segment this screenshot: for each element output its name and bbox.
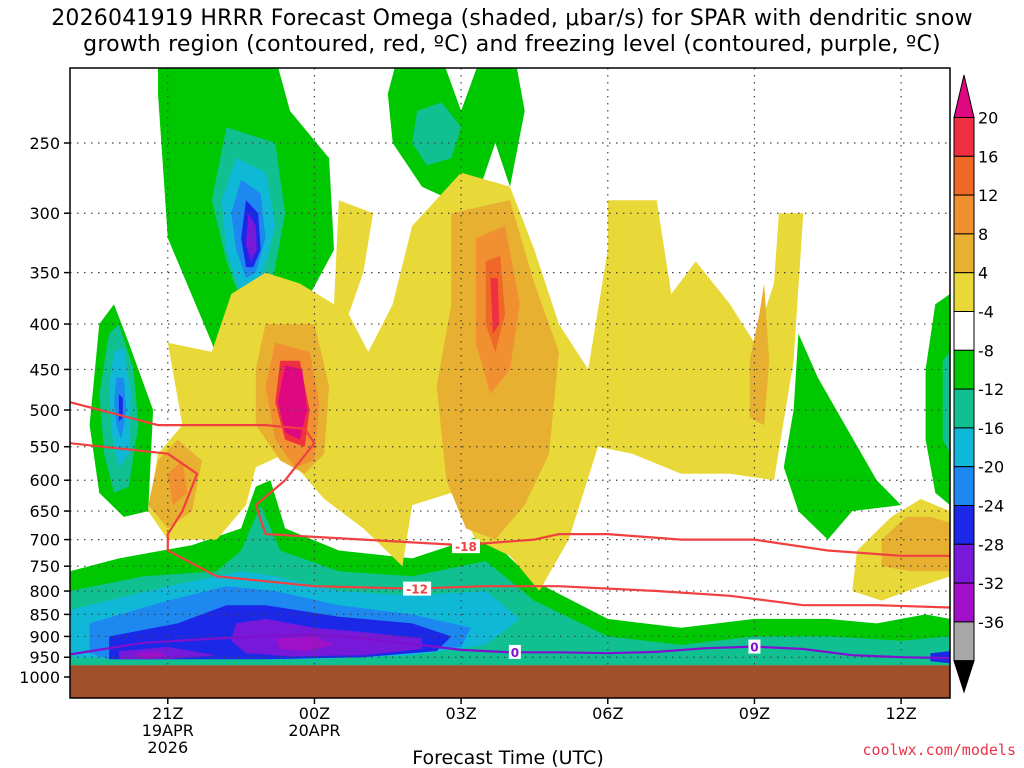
omega-region-12 [118, 394, 123, 422]
colorbar-label--8: -8 [978, 341, 994, 360]
dgz-label-bg-1 [403, 581, 432, 596]
y-tick-label-500: 500 [29, 401, 60, 420]
colorbar-top-arrow [953, 74, 975, 118]
freezing-contour-0 [70, 633, 950, 660]
omega-region-24 [133, 651, 168, 659]
omega-region-15 [942, 351, 950, 454]
x-tick-label-00Z: 00Z [299, 704, 330, 723]
x-tick-label-2026: 2026 [147, 738, 188, 757]
y-tick-label-300: 300 [29, 204, 60, 223]
colorbar-segment-11 [953, 543, 975, 584]
y-tick-label-850: 850 [29, 605, 60, 624]
colorbar-label-16: 16 [978, 147, 998, 166]
colorbar-label--12: -12 [978, 380, 1004, 399]
x-tick-label-09Z: 09Z [739, 704, 770, 723]
x-axis-label: Forecast Time (UTC) [412, 747, 603, 768]
colorbar-segment-9 [953, 466, 975, 507]
colorbar-segment-4 [953, 272, 975, 313]
colorbar-label-8: 8 [978, 225, 988, 244]
credit-text: coolwx.com/models [862, 741, 1016, 759]
omega-region-21 [231, 618, 422, 657]
y-tick-label-400: 400 [29, 315, 60, 334]
x-tick-label-12Z: 12Z [885, 704, 916, 723]
colorbar-segment-10 [953, 505, 975, 545]
chart-title-line1: 2026041919 HRRR Forecast Omega (shaded, … [51, 6, 973, 31]
ground-fill [70, 665, 950, 698]
colorbar-label--36: -36 [978, 613, 1004, 632]
freezing-label-bg-1 [748, 639, 761, 654]
y-tick-label-250: 250 [29, 134, 60, 153]
freezing-label-0: 0 [511, 646, 519, 660]
chart-title-line2: growth region (contoured, red, ºC) and f… [83, 32, 941, 57]
colorbar-label-4: 4 [978, 264, 988, 283]
y-tick-label-450: 450 [29, 360, 60, 379]
omega-region-5 [246, 213, 257, 262]
colorbar-segment-5 [953, 311, 975, 351]
dgz-label-0: -18 [455, 540, 477, 554]
dgz-contour-0 [70, 401, 950, 557]
omega-region-13 [783, 333, 902, 540]
colorbar-label--28: -28 [978, 535, 1004, 554]
freezing-label-1: 0 [750, 641, 758, 655]
y-tick-label-800: 800 [29, 582, 60, 601]
y-tick-label-900: 900 [29, 627, 60, 646]
colorbar-segment-1 [953, 155, 975, 196]
omega-region-7 [412, 102, 462, 166]
y-tick-label-700: 700 [29, 531, 60, 550]
colorbar-label--20: -20 [978, 458, 1004, 477]
grid-lines [70, 68, 950, 698]
ground-layer [70, 665, 950, 698]
y-tick-label-350: 350 [29, 264, 60, 283]
colorbar-segment-0 [953, 117, 975, 157]
omega-region-39 [277, 365, 308, 440]
omega-region-37 [490, 278, 500, 334]
dgz-label-1: -12 [406, 583, 428, 597]
omega-region-32 [881, 516, 950, 572]
colorbar-bottom-arrow [953, 660, 975, 694]
colorbar-label--4: -4 [978, 303, 994, 322]
contour-lines: -18 -12 0 0 [70, 401, 950, 660]
y-tick-label-950: 950 [29, 648, 60, 667]
colorbar-segment-12 [953, 582, 975, 623]
freezing-label-bg-0 [508, 644, 521, 659]
colorbar-segment-13 [953, 621, 975, 662]
colorbar-label--16: -16 [978, 419, 1004, 438]
colorbar-segment-2 [953, 194, 975, 235]
y-tick-label-550: 550 [29, 438, 60, 457]
y-tick-label-600: 600 [29, 471, 60, 490]
colorbar-segment-3 [953, 233, 975, 274]
colorbar-label-20: 20 [978, 109, 998, 128]
omega-shaded-regions [70, 68, 950, 666]
colorbar-label--24: -24 [978, 497, 1004, 516]
x-tick-label-20APR: 20APR [288, 721, 340, 740]
colorbar-segment-6 [953, 349, 975, 390]
omega-region-23 [275, 636, 334, 652]
plot-frame [69, 67, 951, 699]
dgz-label-bg-0 [452, 539, 480, 554]
x-tick-label-03Z: 03Z [445, 704, 476, 723]
omega-region-30 [749, 283, 770, 426]
colorbar-label-12: 12 [978, 186, 998, 205]
y-tick-label-650: 650 [29, 502, 60, 521]
omega-region-14 [925, 294, 950, 506]
colorbar-segment-7 [953, 388, 975, 429]
dgz-contour-1 [70, 442, 950, 609]
x-tick-label-19APR: 19APR [142, 721, 194, 740]
omega-region-33 [167, 460, 188, 506]
y-tick-label-1000: 1000 [19, 668, 60, 687]
colorbar-label--32: -32 [978, 574, 1004, 593]
y-tick-label-750: 750 [29, 557, 60, 576]
x-tick-label-06Z: 06Z [592, 704, 623, 723]
colorbar: 20 16 12 8 4 -4 -8 -12 -16 -20 -24 -28 -32 -36 [953, 74, 1004, 694]
axes: 250 300 350 400 450 500 550 600 650 700 750 800 850 9… [19, 134, 917, 757]
x-tick-label-21Z: 21Z [152, 704, 183, 723]
colorbar-segment-8 [953, 427, 975, 468]
